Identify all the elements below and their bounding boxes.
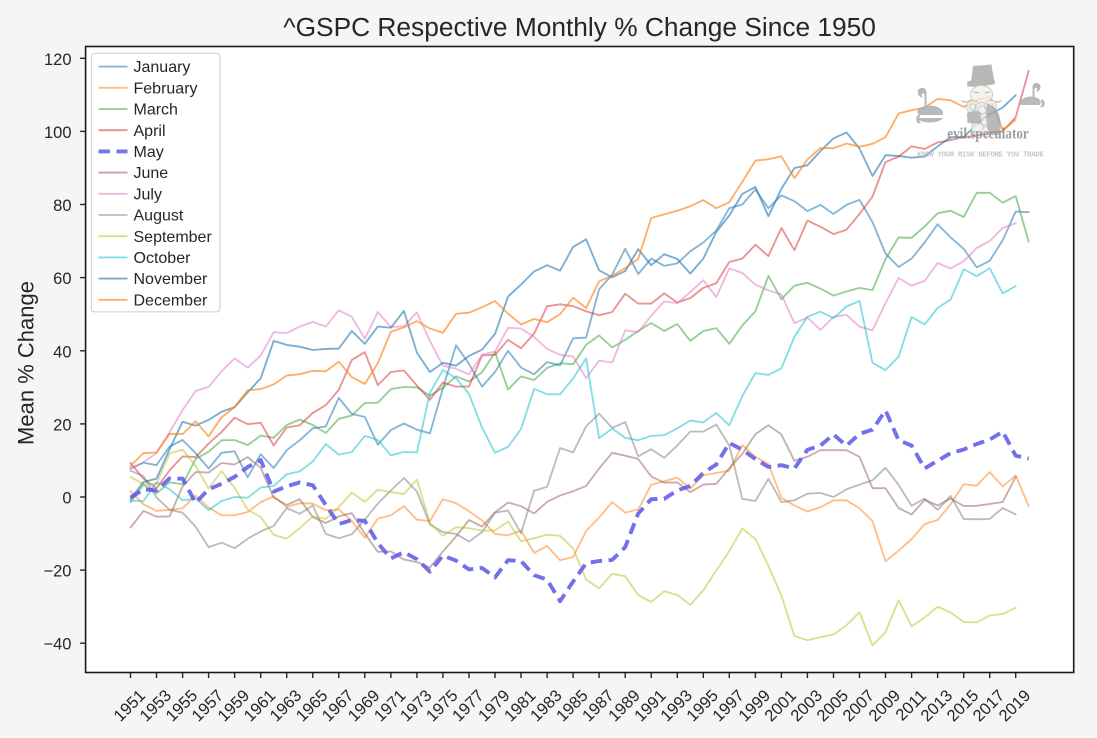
svg-text:0: 0 xyxy=(62,490,71,508)
svg-text:June: June xyxy=(134,165,169,182)
svg-text:December: December xyxy=(134,292,208,309)
svg-text:evil.speculator: evil.speculator xyxy=(947,126,1029,143)
svg-text:60: 60 xyxy=(53,270,71,288)
svg-text:January: January xyxy=(134,59,191,76)
svg-text:40: 40 xyxy=(53,343,71,361)
svg-text:November: November xyxy=(134,271,208,288)
svg-text:May: May xyxy=(134,144,164,161)
svg-text:100: 100 xyxy=(44,124,72,142)
svg-text:−40: −40 xyxy=(44,636,72,654)
svg-text:August: August xyxy=(134,208,184,225)
svg-text:KNOW YOUR RISK BEFORE YOU TRAD: KNOW YOUR RISK BEFORE YOU TRADE xyxy=(917,152,1044,160)
svg-text:February: February xyxy=(134,80,198,97)
svg-text:−20: −20 xyxy=(44,563,72,581)
svg-text:20: 20 xyxy=(53,416,71,434)
svg-text:Mean % Change: Mean % Change xyxy=(14,281,39,445)
svg-text:120: 120 xyxy=(44,51,72,69)
svg-text:^GSPC Respective Monthly % Cha: ^GSPC Respective Monthly % Change Since … xyxy=(283,12,876,42)
svg-text:July: July xyxy=(134,186,162,203)
svg-text:September: September xyxy=(134,229,213,246)
svg-text:March: March xyxy=(134,102,178,119)
svg-text:80: 80 xyxy=(53,197,71,215)
svg-text:April: April xyxy=(134,123,166,140)
svg-text:October: October xyxy=(134,250,192,267)
